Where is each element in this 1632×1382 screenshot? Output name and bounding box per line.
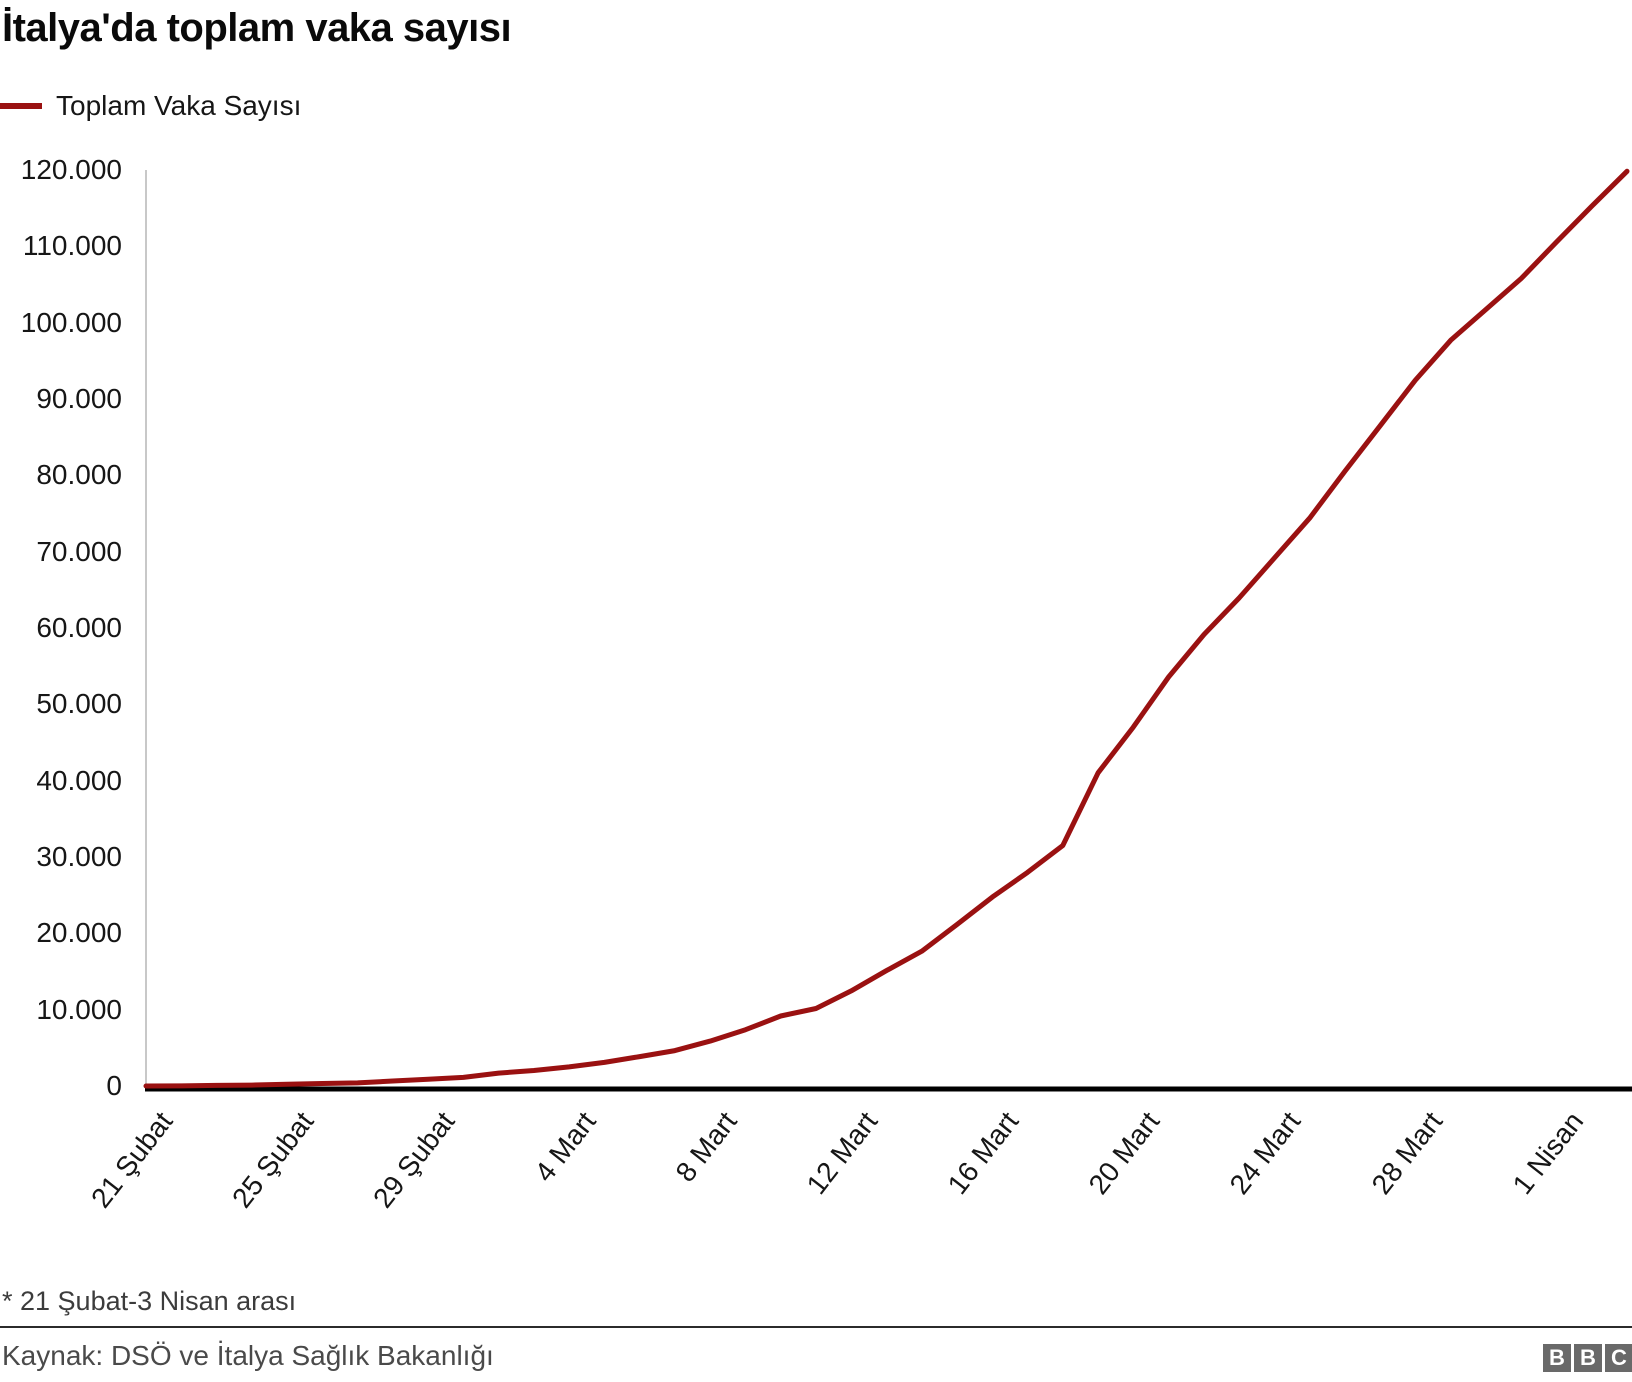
legend: Toplam Vaka Sayısı bbox=[0, 90, 301, 122]
y-axis-tick-label: 70.000 bbox=[36, 535, 122, 567]
y-axis-tick-label: 100.000 bbox=[20, 306, 122, 338]
y-axis-tick-label: 40.000 bbox=[36, 764, 122, 796]
bbc-logo-block: B bbox=[1574, 1344, 1602, 1372]
y-axis-tick-label: 120.000 bbox=[20, 154, 122, 185]
y-axis-tick-label: 10.000 bbox=[36, 993, 122, 1025]
footer-divider bbox=[0, 1326, 1632, 1328]
bbc-logo-block: C bbox=[1605, 1344, 1632, 1372]
bbc-logo: B B C bbox=[1543, 1344, 1632, 1372]
footnote: * 21 Şubat-3 Nisan arası bbox=[2, 1286, 297, 1316]
y-axis-tick-label: 50.000 bbox=[36, 688, 122, 720]
y-axis-tick-label: 110.000 bbox=[22, 230, 122, 262]
y-axis-tick-label: 20.000 bbox=[36, 917, 122, 949]
y-axis-tick-label: 60.000 bbox=[36, 612, 122, 643]
bbc-logo-block: B bbox=[1543, 1344, 1571, 1372]
y-axis-tick-label: 30.000 bbox=[36, 841, 122, 872]
source-caption: Kaynak: DSÖ ve İtalya Sağlık Bakanlığı bbox=[2, 1340, 494, 1371]
y-axis-tick-label: 0 bbox=[106, 1070, 122, 1101]
total-cases-line bbox=[143, 168, 1630, 1089]
y-axis-tick-label: 80.000 bbox=[36, 459, 122, 491]
legend-line-swatch bbox=[0, 103, 42, 109]
page-title: İtalya'da toplam vaka sayısı bbox=[2, 6, 512, 50]
y-axis-tick-label: 90.000 bbox=[36, 383, 122, 414]
legend-label: Toplam Vaka Sayısı bbox=[56, 90, 302, 121]
